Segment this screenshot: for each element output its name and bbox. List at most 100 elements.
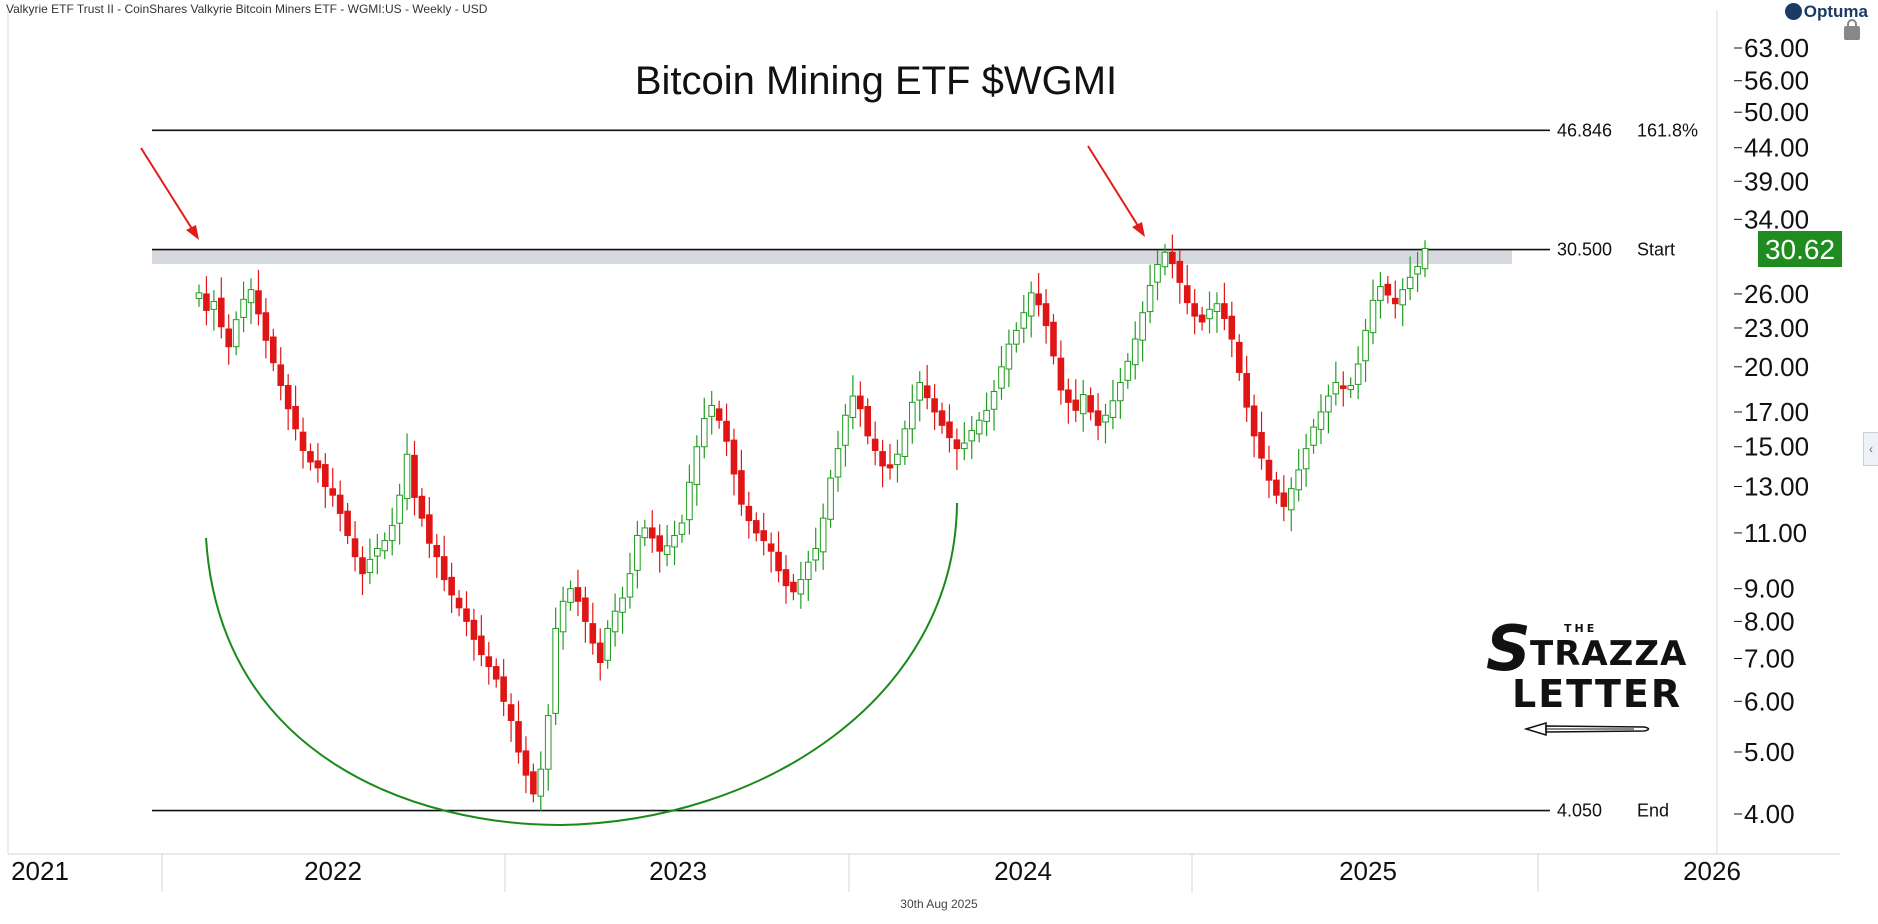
candle bbox=[1406, 256, 1414, 301]
candle-body bbox=[455, 597, 463, 609]
candle bbox=[975, 412, 983, 443]
candle bbox=[277, 347, 285, 401]
y-tick-label: 34.00 bbox=[1744, 204, 1809, 234]
candle-body bbox=[723, 420, 730, 442]
candle bbox=[596, 628, 604, 681]
candle-body bbox=[492, 666, 500, 680]
candle-body bbox=[1146, 284, 1154, 313]
last-price-badge: 30.62 bbox=[1758, 231, 1842, 267]
candle bbox=[745, 491, 753, 539]
candle bbox=[582, 586, 589, 643]
candle bbox=[1050, 314, 1057, 365]
candle bbox=[856, 381, 864, 427]
candle bbox=[671, 520, 678, 566]
candle-body bbox=[1020, 312, 1028, 329]
candle bbox=[738, 449, 745, 516]
candle-body bbox=[634, 534, 641, 571]
last-price-value: 30.62 bbox=[1765, 234, 1835, 265]
candle-body bbox=[1176, 260, 1184, 283]
y-tick-label: 5.00 bbox=[1744, 737, 1795, 767]
candle-body bbox=[797, 579, 805, 595]
candle-body bbox=[923, 385, 931, 399]
candle-body bbox=[1005, 343, 1013, 370]
candle bbox=[1228, 301, 1236, 358]
candle bbox=[195, 284, 203, 307]
candles bbox=[195, 234, 1429, 811]
y-tick-label: 7.00 bbox=[1744, 644, 1795, 674]
candle bbox=[381, 532, 389, 560]
candle-body bbox=[1310, 426, 1317, 446]
candle bbox=[931, 384, 938, 431]
candle bbox=[1317, 394, 1325, 445]
candle-body bbox=[247, 289, 255, 304]
collapse-panel-chevron-icon[interactable]: ‹ bbox=[1863, 432, 1878, 466]
candle bbox=[299, 417, 307, 469]
candle-body bbox=[1302, 448, 1310, 470]
y-tick-label: 13.00 bbox=[1744, 472, 1809, 502]
y-tick-label: 44.00 bbox=[1744, 133, 1809, 163]
candle bbox=[693, 435, 701, 506]
candle-body bbox=[1347, 384, 1354, 391]
candle bbox=[834, 430, 842, 492]
x-tick-label: 2024 bbox=[994, 856, 1052, 886]
candle bbox=[849, 375, 857, 430]
candle bbox=[1072, 379, 1080, 422]
candle-body bbox=[864, 406, 872, 437]
candle bbox=[262, 298, 270, 359]
candle-body bbox=[284, 384, 292, 410]
candle bbox=[1154, 249, 1161, 301]
y-tick-label: 11.00 bbox=[1744, 518, 1807, 548]
candle-body bbox=[1013, 329, 1020, 345]
candle bbox=[1347, 377, 1354, 399]
candle bbox=[923, 365, 931, 410]
candle-body bbox=[396, 494, 403, 524]
chart-date-footer: 30th Aug 2025 bbox=[900, 897, 978, 911]
chart-source-line: Valkyrie ETF Trust II - CoinShares Valky… bbox=[6, 2, 488, 16]
candle-body bbox=[1057, 357, 1065, 391]
chart-grid bbox=[7, 10, 1840, 855]
candle-body bbox=[1087, 395, 1094, 413]
candle-body bbox=[559, 600, 567, 633]
candle bbox=[961, 422, 968, 461]
candle bbox=[1139, 301, 1146, 362]
candle bbox=[485, 642, 493, 685]
candle bbox=[1384, 276, 1392, 304]
candle bbox=[203, 276, 210, 326]
level-value: 4.050 bbox=[1557, 801, 1602, 821]
candle bbox=[648, 510, 656, 553]
candle bbox=[574, 569, 582, 617]
candle bbox=[656, 524, 663, 573]
candle-body bbox=[1139, 312, 1146, 341]
y-tick-label: 9.00 bbox=[1744, 574, 1795, 604]
candle-body bbox=[589, 623, 597, 644]
candle-body bbox=[752, 520, 760, 534]
y-tick-label: 56.00 bbox=[1744, 66, 1809, 96]
candle-body bbox=[619, 597, 626, 613]
candle bbox=[916, 371, 924, 422]
candle bbox=[1035, 273, 1042, 317]
candle bbox=[255, 269, 262, 326]
arrow-shaft bbox=[1087, 145, 1141, 230]
candle-body bbox=[1421, 247, 1429, 270]
candle bbox=[232, 311, 240, 356]
arrow-head-icon bbox=[1132, 222, 1145, 237]
pen-nib-icon bbox=[1524, 721, 1650, 737]
candle-body bbox=[998, 366, 1005, 389]
candle-body bbox=[1258, 432, 1265, 459]
candle-body bbox=[448, 576, 455, 596]
candle-body bbox=[804, 561, 812, 581]
y-tick-label: 20.00 bbox=[1744, 352, 1809, 382]
candle-body bbox=[812, 548, 820, 561]
candle bbox=[507, 693, 515, 742]
candle bbox=[492, 658, 500, 688]
annotation-arrow-right bbox=[1087, 145, 1145, 237]
lock-icon[interactable] bbox=[1844, 19, 1860, 40]
candle-body bbox=[1354, 363, 1362, 385]
candle bbox=[641, 519, 649, 547]
candle bbox=[1117, 367, 1124, 419]
candle bbox=[1131, 321, 1139, 380]
candle bbox=[611, 593, 619, 647]
candle bbox=[1369, 279, 1377, 345]
